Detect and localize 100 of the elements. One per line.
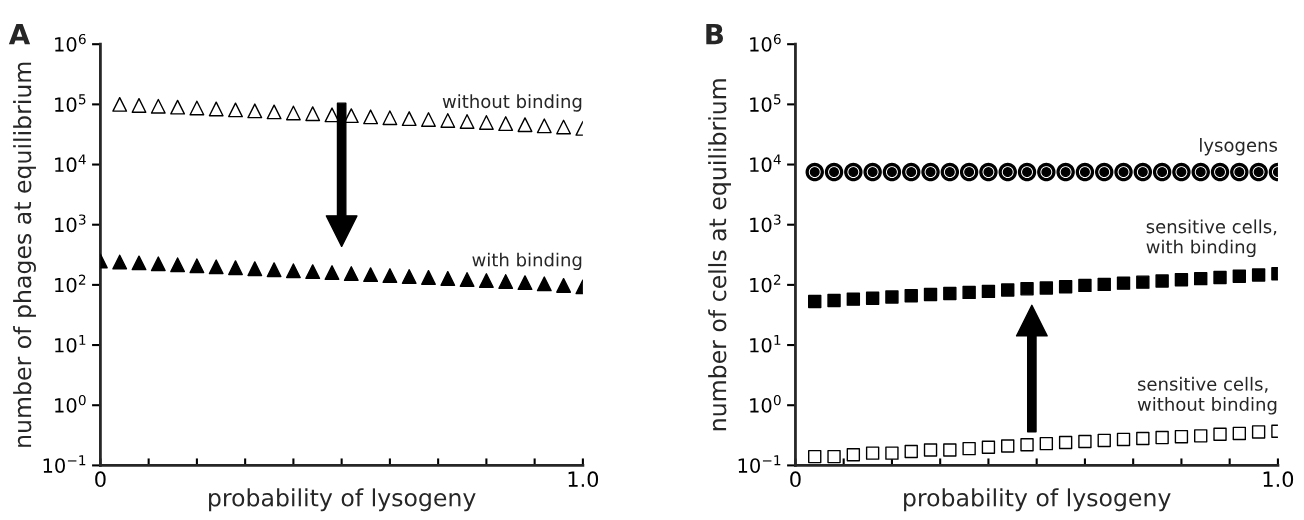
point — [247, 261, 263, 277]
point — [498, 273, 514, 289]
point — [808, 449, 822, 464]
point — [1174, 429, 1189, 444]
y-tick-label: 10$^{4}$ — [750, 154, 781, 173]
point — [556, 119, 572, 135]
point — [189, 100, 205, 116]
point — [1075, 162, 1095, 182]
point — [962, 441, 976, 456]
point — [1001, 439, 1015, 453]
y-axis-title: number of cells at equilibrium — [708, 79, 731, 431]
point — [556, 277, 572, 293]
point — [959, 162, 979, 182]
point — [805, 162, 824, 182]
point — [923, 443, 938, 457]
y-tick-label: 10$^{6}$ — [55, 33, 86, 52]
point — [1116, 432, 1131, 447]
point — [324, 265, 340, 281]
point — [478, 115, 494, 130]
y-tick-label: 10$^{3}$ — [750, 214, 781, 233]
y-tick-label: 10$^{2}$ — [750, 274, 781, 293]
point — [363, 109, 379, 125]
point — [421, 269, 436, 285]
y-tick-label: 10$^{6}$ — [750, 33, 781, 52]
point — [979, 162, 998, 182]
point — [923, 287, 938, 302]
point — [478, 273, 494, 289]
point — [1213, 427, 1227, 441]
chart-title: B — [706, 24, 723, 45]
point — [228, 260, 243, 276]
point — [266, 262, 282, 278]
point — [517, 117, 533, 133]
point — [1210, 162, 1230, 182]
y-tick-label: 10$^{1}$ — [55, 334, 86, 353]
point — [1194, 429, 1208, 443]
point — [1095, 162, 1114, 182]
point — [1136, 431, 1150, 446]
x-axis-title: probability of lysogeny — [209, 488, 476, 512]
point — [904, 444, 918, 459]
chart-title: A — [8, 24, 31, 45]
point — [440, 270, 456, 286]
point — [981, 440, 996, 454]
point — [885, 290, 899, 304]
point — [882, 162, 902, 182]
y-tick-label: 10$^{5}$ — [55, 94, 86, 112]
point — [1152, 162, 1172, 182]
series-label: sensitive cells, without binding — [1137, 376, 1277, 415]
point — [440, 113, 456, 128]
point — [865, 446, 880, 460]
point — [112, 254, 128, 270]
point — [459, 272, 475, 287]
point — [150, 256, 166, 272]
point — [343, 266, 359, 282]
point — [1213, 270, 1227, 285]
point — [1039, 436, 1054, 451]
x-tick-label: 0 — [95, 471, 106, 488]
point — [382, 268, 398, 284]
point — [1249, 162, 1268, 182]
y-axis-title: number of phages at equilibrium — [13, 62, 36, 447]
point — [305, 264, 321, 280]
point — [228, 102, 243, 118]
point — [305, 106, 321, 122]
y-tick-label: 10$^{5}$ — [750, 94, 781, 112]
x-tick-label: 1.0 — [1263, 471, 1294, 488]
point — [865, 291, 880, 305]
y-tick-label: 10$^{3}$ — [55, 214, 86, 233]
x-axis-title: probability of lysogeny — [904, 488, 1171, 512]
point — [421, 112, 436, 127]
point — [921, 162, 940, 182]
point — [208, 259, 224, 275]
point — [1174, 272, 1189, 287]
series-label: with binding — [472, 252, 582, 271]
point — [962, 285, 976, 300]
point — [1191, 162, 1210, 182]
point — [1232, 426, 1247, 441]
point — [1194, 271, 1208, 286]
point — [1058, 280, 1073, 294]
point — [1116, 276, 1131, 290]
point — [1172, 162, 1191, 182]
point — [131, 97, 147, 113]
point — [824, 162, 844, 182]
point — [536, 276, 552, 292]
point — [1232, 269, 1247, 283]
point — [208, 101, 224, 117]
point — [1114, 162, 1133, 182]
point — [943, 443, 957, 457]
point — [1056, 162, 1075, 182]
point — [943, 286, 957, 301]
y-tick-label: 10$^{4}$ — [55, 154, 86, 173]
point — [1058, 435, 1073, 450]
point — [885, 446, 899, 460]
point — [131, 255, 147, 271]
point — [1251, 268, 1266, 282]
point — [459, 113, 475, 129]
point — [1133, 162, 1153, 182]
point — [904, 289, 918, 303]
y-tick-label: 10$^{−1}$ — [738, 455, 781, 473]
point — [1001, 283, 1015, 297]
point — [382, 110, 398, 126]
series-label: sensitive cells, with binding — [1146, 219, 1277, 258]
